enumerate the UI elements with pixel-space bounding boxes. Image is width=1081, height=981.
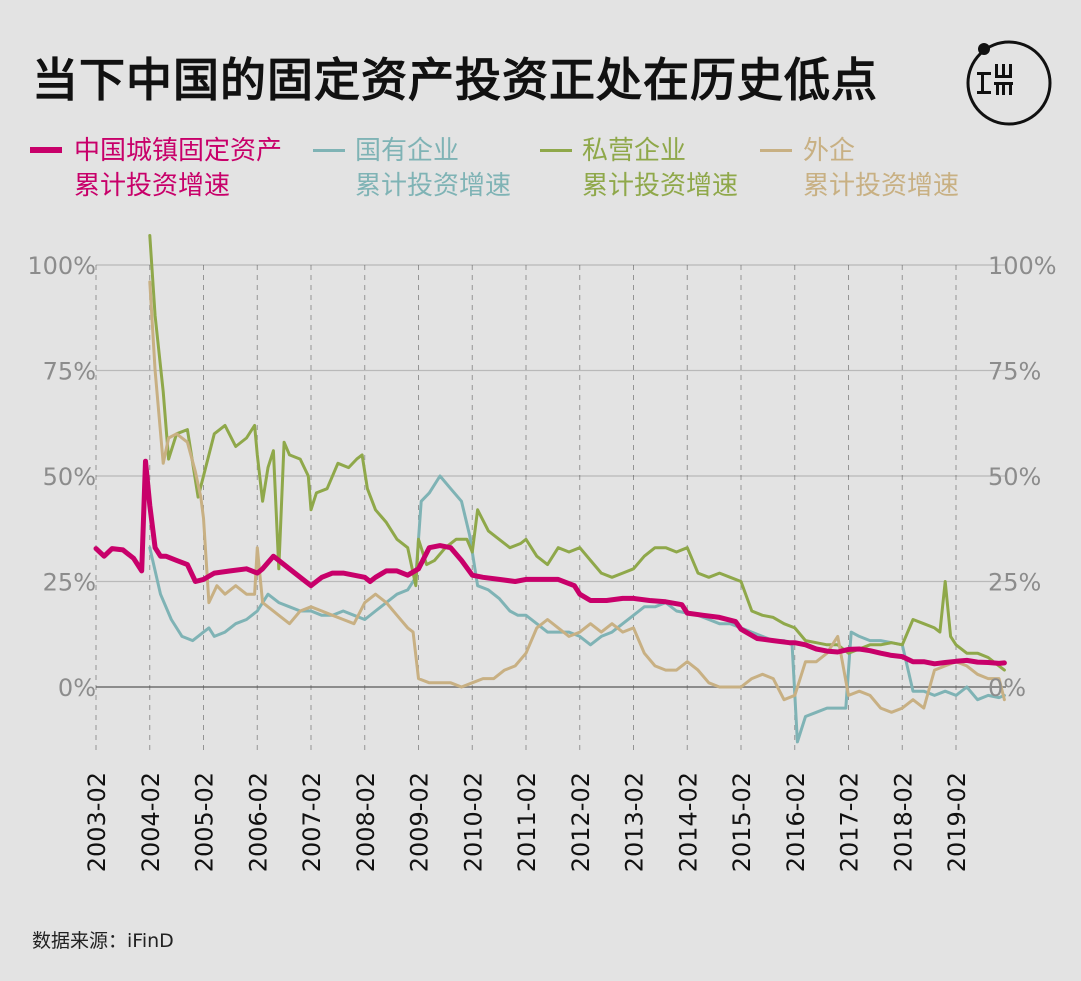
- x-tick-label: 2016-02: [782, 772, 810, 872]
- legend-swatch-foreign: [760, 149, 792, 152]
- legend-item-foreign: 外企 累计投资增速: [803, 134, 959, 204]
- x-tick-label: 2008-02: [352, 772, 380, 872]
- data-source: 数据来源：iFinD: [32, 930, 174, 952]
- y-tick-label-right: 0%: [988, 674, 1026, 702]
- series-layer: [93, 234, 1007, 744]
- x-tick-label: 2014-02: [674, 772, 702, 872]
- y-tick-label-right: 75%: [988, 358, 1041, 386]
- y-tick-label-left: 75%: [43, 358, 96, 386]
- y-tick-label-left: 25%: [43, 569, 96, 597]
- x-tick-label: 2004-02: [137, 772, 165, 872]
- legend-swatch-private: [540, 149, 572, 152]
- legend-state-line2: 累计投资增速: [355, 171, 512, 201]
- legend-private-line2: 累计投资增速: [582, 171, 739, 201]
- legend-item-private: 私营企业 累计投资增速: [582, 134, 738, 204]
- x-tick-label: 2013-02: [621, 772, 649, 872]
- x-tick-label: 2018-02: [889, 772, 917, 872]
- x-tick-label: 2017-02: [836, 772, 864, 872]
- x-tick-label: 2012-02: [567, 772, 595, 872]
- series-line-2: [148, 234, 1006, 672]
- x-tick-label: 2003-02: [83, 772, 111, 872]
- legend-item-state: 国有企业 累计投资增速: [355, 134, 511, 204]
- legend-private-line1: 私营企业: [582, 136, 687, 166]
- x-tick-label: 2005-02: [191, 772, 219, 872]
- x-tick-label: 2006-02: [244, 772, 272, 872]
- brand-logo-icon: [966, 40, 1052, 126]
- y-tick-label-right: 50%: [988, 463, 1041, 491]
- chart-area: 0% 0% 25% 25% 50% 50% 75% 75% 100% 100% 2003-02 200…: [0, 200, 1081, 890]
- x-tick-label: 2011-02: [513, 772, 541, 872]
- y-tick-label-left: 100%: [27, 252, 96, 280]
- y-tick-label-right: 100%: [988, 252, 1057, 280]
- y-tick-label-left: 50%: [43, 463, 96, 491]
- legend-swatch-state: [313, 149, 345, 152]
- label-layer: 0% 0% 25% 25% 50% 50% 75% 75% 100% 100% 2003-02 200…: [27, 252, 1056, 872]
- legend-state-line1: 国有企业: [355, 136, 460, 166]
- legend-item-total: 中国城镇固定资产 累计投资增速: [74, 134, 282, 204]
- grid-layer: [95, 264, 1006, 755]
- legend-swatch-total: [30, 147, 62, 153]
- legend-total-line1: 中国城镇固定资产: [74, 136, 283, 166]
- series-line-0: [93, 458, 1007, 667]
- x-tick-label: 2009-02: [406, 772, 434, 872]
- page-title: 当下中国的固定资产投资正处在历史低点: [32, 53, 878, 107]
- x-tick-label: 2019-02: [943, 772, 971, 872]
- x-tick-label: 2007-02: [298, 772, 326, 872]
- x-tick-label: 2010-02: [459, 772, 487, 872]
- legend-foreign-line2: 累计投资增速: [803, 171, 960, 201]
- x-tick-label: 2015-02: [728, 772, 756, 872]
- y-tick-label-right: 25%: [988, 569, 1041, 597]
- y-tick-label-left: 0%: [58, 674, 96, 702]
- legend-total-line2: 累计投资增速: [74, 171, 231, 201]
- series-line-3: [148, 280, 1006, 714]
- chart-legend: 中国城镇固定资产 累计投资增速 国有企业 累计投资增速 私营企业 累计投资增速 …: [0, 134, 1081, 204]
- legend-foreign-line1: 外企: [803, 136, 856, 166]
- line-chart: 0% 0% 25% 25% 50% 50% 75% 75% 100% 100% 2003-02 200…: [27, 234, 1057, 872]
